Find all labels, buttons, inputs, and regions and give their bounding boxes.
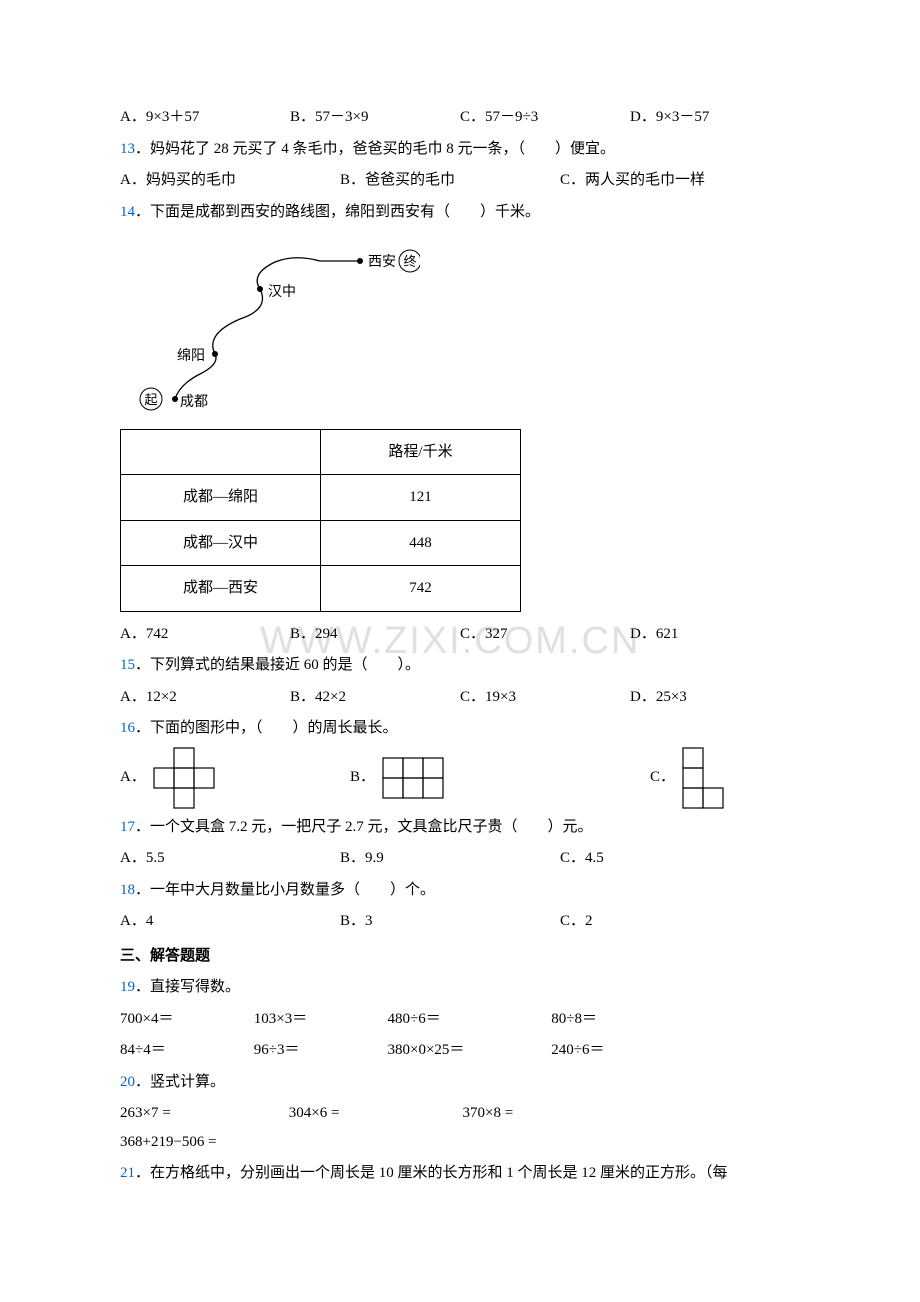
calc-item: 96÷3＝ [254,1036,384,1065]
q14-text: ．下面是成都到西安的路线图，绵阳到西安有（ ）千米。 [135,204,540,220]
route-header-2: 路程/千米 [321,429,521,475]
calc-item: 700×4＝ [120,1005,250,1034]
q13: 13．妈妈花了 28 元买了 4 条毛巾，爸爸买的毛巾 8 元一条，（ ）便宜。 [120,135,800,164]
calc-item: 304×6 = [289,1099,459,1128]
calc-item: 380×0×25＝ [388,1036,548,1065]
q19-row1: 700×4＝ 103×3＝ 480÷6＝ 80÷8＝ [120,1005,800,1034]
q15-opt-d: D．25×3 [630,683,800,712]
q18-text: ．一年中大月数量比小月数量多（ ）个。 [135,882,435,898]
q17-opt-b: B．9.9 [340,844,560,873]
q18-opt-b: B．3 [340,907,560,936]
q15-opt-c: C．19×3 [460,683,630,712]
calc-item: 480÷6＝ [388,1005,548,1034]
route-header-1 [121,429,321,475]
q14-opt-a: A．742 [120,620,290,649]
route-table: 路程/千米 成都—绵阳 121 成都—汉中 448 成都—西安 742 [120,429,521,612]
calc-item: 240÷6＝ [551,1036,671,1065]
q16-options: A． B． C． [120,746,800,810]
q15-number: 15 [120,657,135,673]
q13-text: ．妈妈花了 28 元买了 4 条毛巾，爸爸买的毛巾 8 元一条，（ ）便宜。 [135,141,615,157]
q13-options: A．妈妈买的毛巾 B．爸爸买的毛巾 C．两人买的毛巾一样 [120,166,800,195]
svg-text:终: 终 [403,254,416,269]
q12-opt-c: C．57－9÷3 [460,103,630,132]
q17-opt-a: A．5.5 [120,844,340,873]
calc-item: 80÷8＝ [551,1005,671,1034]
q16-text: ．下面的图形中，（ ）的周长最长。 [135,720,398,736]
q14: 14．下面是成都到西安的路线图，绵阳到西安有（ ）千米。 [120,198,800,227]
q17: 17．一个文具盒 7.2 元，一把尺子 2.7 元，文具盒比尺子贵（ ）元。 [120,813,800,842]
q18-opt-c: C．2 [560,907,800,936]
q19-number: 19 [120,979,135,995]
calc-item: 84÷4＝ [120,1036,250,1065]
q19-row2: 84÷4＝ 96÷3＝ 380×0×25＝ 240÷6＝ [120,1036,800,1065]
q21: 21．在方格纸中，分别画出一个周长是 10 厘米的长方形和 1 个周长是 12 … [120,1159,800,1188]
calc-item: 368+219−506 = [120,1128,280,1157]
shape-c-icon [681,746,725,810]
q18-options: A．4 B．3 C．2 [120,907,800,936]
q21-number: 21 [120,1165,135,1181]
q12-opt-b: B．57－3×9 [290,103,460,132]
q14-opt-b: B．294 [290,620,460,649]
calc-item: 103×3＝ [254,1005,384,1034]
q13-opt-a: A．妈妈买的毛巾 [120,166,340,195]
q15: 15．下列算式的结果最接近 60 的是（ ）。 [120,651,800,680]
svg-text:西安: 西安 [368,254,396,270]
q14-number: 14 [120,204,135,220]
q12-opt-d: D．9×3－57 [630,103,800,132]
q14-opt-d: D．621 [630,620,800,649]
q17-opt-c: C．4.5 [560,844,800,873]
q17-options: A．5.5 B．9.9 C．4.5 [120,844,800,873]
route-cell: 成都—西安 [121,566,321,612]
q16-opt-c: C． [650,746,800,810]
q20-number: 20 [120,1074,135,1090]
route-cell: 成都—绵阳 [121,475,321,521]
q15-opt-a: A．12×2 [120,683,290,712]
q17-number: 17 [120,819,135,835]
calc-item: 370×8 = [463,1099,643,1128]
route-map: 起 成都 绵阳 汉中 西安 终 [120,234,800,425]
route-cell: 742 [321,566,521,612]
shape-a-icon [152,746,216,810]
svg-text:绵阳: 绵阳 [177,347,205,364]
q20: 20．竖式计算。 [120,1068,800,1097]
q18: 18．一年中大月数量比小月数量多（ ）个。 [120,876,800,905]
q14-options: A．742 B．294 C．327 D．621 [120,620,800,649]
q21-text: ．在方格纸中，分别画出一个周长是 10 厘米的长方形和 1 个周长是 12 厘米… [135,1165,728,1181]
q15-options: A．12×2 B．42×2 C．19×3 D．25×3 [120,683,800,712]
q15-opt-b: B．42×2 [290,683,460,712]
q15-text: ．下列算式的结果最接近 60 的是（ ）。 [135,657,420,673]
q13-number: 13 [120,141,135,157]
q19: 19．直接写得数。 [120,973,800,1002]
route-cell: 成都—汉中 [121,520,321,566]
shape-b-icon [381,756,445,800]
section-3-title: 三、解答题题 [120,942,800,971]
q16: 16．下面的图形中，（ ）的周长最长。 [120,714,800,743]
route-cell: 121 [321,475,521,521]
q13-opt-c: C．两人买的毛巾一样 [560,166,800,195]
q12-options: A．9×3＋57 B．57－3×9 C．57－9÷3 D．9×3－57 [120,103,800,132]
calc-item: 263×7 = [120,1099,285,1128]
q18-number: 18 [120,882,135,898]
q16-number: 16 [120,720,135,736]
q19-text: ．直接写得数。 [135,979,240,995]
q14-opt-c: C．327 [460,620,630,649]
q20-text: ．竖式计算。 [135,1074,225,1090]
svg-text:汉中: 汉中 [268,284,296,300]
svg-text:起: 起 [144,392,157,407]
svg-text:成都: 成都 [180,394,208,410]
route-cell: 448 [321,520,521,566]
q20-row: 263×7 = 304×6 = 370×8 = 368+219−506 = [120,1099,800,1156]
q16-opt-b: B． [350,756,650,800]
q18-opt-a: A．4 [120,907,340,936]
q13-opt-b: B．爸爸买的毛巾 [340,166,560,195]
q12-opt-a: A．9×3＋57 [120,103,290,132]
q16-opt-a: A． [120,746,350,810]
q17-text: ．一个文具盒 7.2 元，一把尺子 2.7 元，文具盒比尺子贵（ ）元。 [135,819,593,835]
